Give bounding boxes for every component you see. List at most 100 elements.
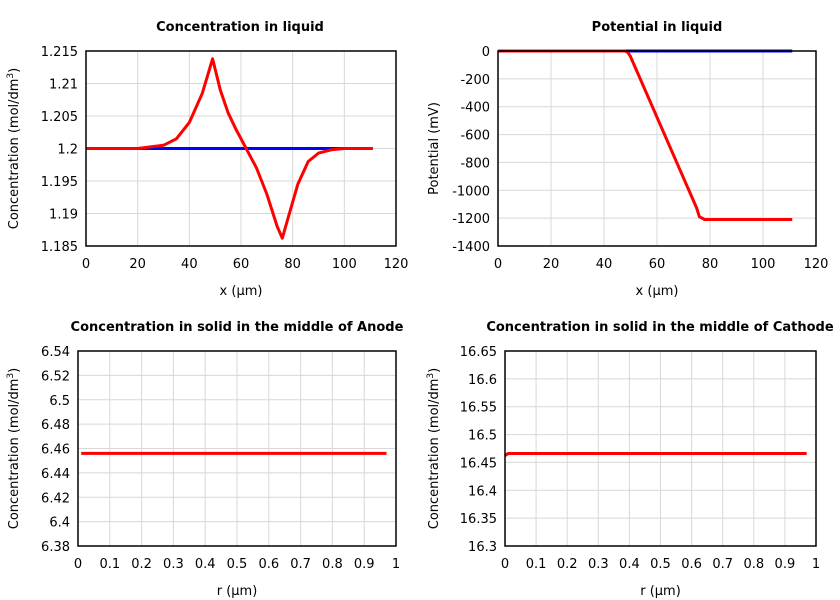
x-tick-label: 20 [129,257,146,272]
y-tick-label: 16.55 [460,401,497,416]
x-tick-label: 0.6 [258,557,279,572]
chart-title: Potential in liquid [592,20,723,35]
y-tick-label: 16.4 [468,484,497,499]
y-tick-label: 1.215 [41,45,78,60]
y-tick-label: 1.21 [49,78,78,93]
plot-frame [85,50,397,247]
x-tick-label: 60 [649,257,666,272]
y-tick-label: 6.44 [41,467,70,482]
x-tick-label: 0 [501,557,509,572]
x-tick-label: 0.5 [227,557,248,572]
y-tick-label: 6.46 [41,443,70,458]
y-tick-label: 1.195 [41,175,78,190]
x-axis-label: x (µm) [636,284,679,299]
x-tick-label: 0.4 [195,557,216,572]
y-tick-label: 1.185 [41,240,78,255]
y-tick-label: -1000 [452,184,490,199]
x-tick-label: 0.1 [99,557,120,572]
x-tick-label: 40 [181,257,198,272]
y-tick-label: 6.38 [41,540,70,555]
y-axis-label-superscript: 3 [6,73,16,79]
y-tick-label: 6.5 [49,394,70,409]
y-tick-label: 6.4 [49,516,70,531]
y-axis-label: Concentration (mol/dm3) [426,368,442,530]
y-axis-label-end: ) [7,368,22,373]
x-tick-label: 0.5 [650,557,671,572]
x-tick-label: 20 [543,257,560,272]
y-axis-label-main: Concentration (mol/dm [7,79,22,230]
y-tick-label: -1400 [452,240,490,255]
y-tick-label: 1.205 [41,110,78,125]
y-tick-label: -800 [460,156,490,171]
x-axis-label: r (µm) [217,584,258,599]
y-tick-label: -200 [460,73,490,88]
y-tick-label: 16.65 [460,345,497,360]
y-tick-label: 1.19 [49,208,78,223]
x-tick-label: 0.9 [354,557,375,572]
x-tick-label: 1 [812,557,820,572]
y-tick-label: 16.6 [468,373,497,388]
x-axis-label: x (µm) [220,284,263,299]
x-tick-label: 1 [392,557,400,572]
x-tick-label: 0.8 [743,557,764,572]
chart-3: 0 0.1 0.2 0.3 0.4 0.5 0.6 0.7 0.8 0.9 1 6.38 6.4 6.42… [6,320,404,599]
y-tick-label: 16.3 [468,540,497,555]
x-tick-label: 0.2 [131,557,152,572]
x-tick-label: 80 [702,257,719,272]
y-tick-label: 16.45 [460,456,497,471]
x-tick-label: 0.3 [588,557,609,572]
y-tick-label: 6.54 [41,345,70,360]
y-axis-label-end: ) [7,68,22,73]
y-axis-label-main: Concentration (mol/dm [427,379,442,530]
y-tick-label: -1200 [452,212,490,227]
y-tick-label: -400 [460,101,490,116]
x-tick-label: 0 [494,257,502,272]
x-tick-label: 0.6 [681,557,702,572]
plot-frame [77,350,397,547]
y-axis-label: Concentration (mol/dm3) [6,68,22,230]
x-tick-label: 0.4 [619,557,640,572]
y-tick-label: -600 [460,129,490,144]
y-axis-label-main: Concentration (mol/dm [7,379,22,530]
x-tick-label: 0.2 [557,557,578,572]
y-axis-label-superscript: 3 [426,373,436,379]
x-axis-label: r (µm) [640,584,681,599]
y-tick-label: 6.48 [41,418,70,433]
y-tick-label: 1.2 [57,143,78,158]
plot-frame [504,350,817,547]
x-tick-label: 120 [384,257,409,272]
x-tick-label: 40 [596,257,613,272]
y-tick-label: 6.42 [41,491,70,506]
y-axis-label: Concentration (mol/dm3) [6,368,22,530]
chart-4: 0 0.1 0.2 0.3 0.4 0.5 0.6 0.7 0.8 0.9 1 16.3 16.35 16… [426,320,834,599]
x-tick-label: 0.7 [712,557,733,572]
y-tick-label: 16.35 [460,512,497,527]
x-tick-label: 100 [332,257,357,272]
y-tick-label: 0 [482,45,490,60]
x-tick-label: 0.9 [775,557,796,572]
y-tick-label: 16.5 [468,429,497,444]
x-tick-label: 100 [751,257,776,272]
chart-2: 0 20 40 60 80 100 120 -1400 -1200 -1000 -800 -600 -4… [427,20,828,299]
y-tick-label: 6.52 [41,369,70,384]
series-line-2 [498,49,793,221]
x-tick-label: 0.3 [163,557,184,572]
chart-title: Concentration in solid in the middle of … [71,320,404,335]
plot-frame [497,50,817,247]
series-line-1 [504,452,807,457]
y-axis-label: Potential (mV) [427,102,442,195]
x-tick-label: 60 [233,257,250,272]
x-tick-label: 0.8 [322,557,343,572]
y-axis-label-superscript: 3 [6,373,16,379]
chart-title: Concentration in solid in the middle of … [486,320,834,335]
x-tick-label: 120 [804,257,829,272]
x-tick-label: 0.1 [526,557,547,572]
y-axis-label-end: ) [427,368,442,373]
chart-1: 0 20 40 60 80 100 120 1.185 1.19 1.195 1.2 1.205 1.2… [6,20,408,299]
x-tick-label: 0 [82,257,90,272]
series-line-2 [86,57,373,240]
y-axis-label-main: Potential (mV) [427,102,442,195]
chart-title: Concentration in liquid [156,20,324,35]
